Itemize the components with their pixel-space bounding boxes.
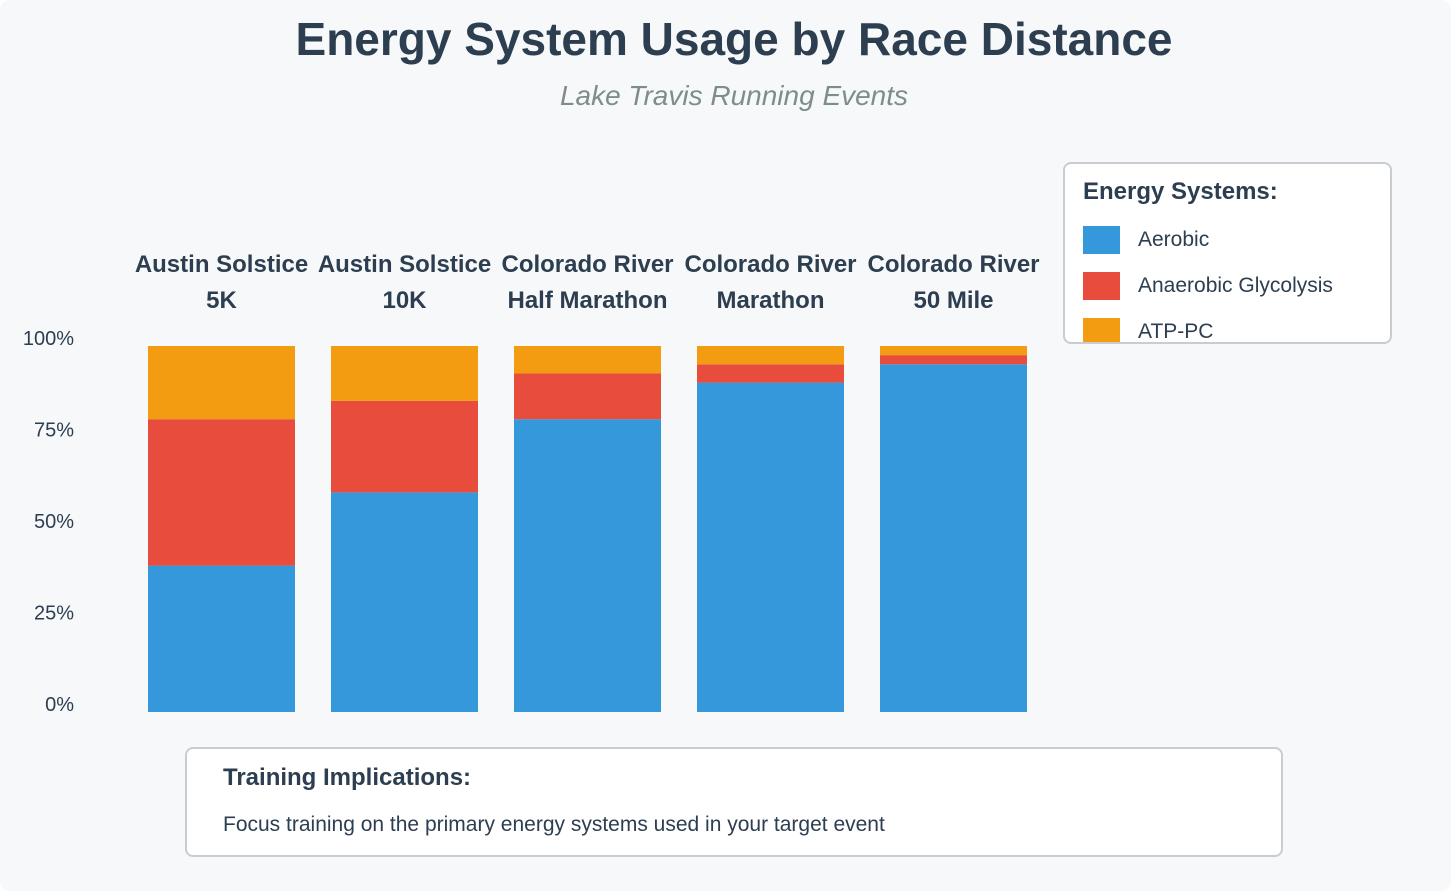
chart-title: Energy System Usage by Race Distance [295,13,1173,65]
category-label-austin-solstice-5k: Austin Solstice 5K [135,251,308,314]
bar-anaerobic-glycolysis-austin-solstice-10k [331,400,478,493]
notes-text: Focus training on the primary energy sys… [223,813,885,836]
category-label-colorado-river-marathon: Colorado River Marathon [684,251,856,314]
bar-anaerobic-glycolysis-colorado-river-half-marathon [514,373,661,420]
legend-label-aerobic: Aerobic [1138,228,1210,251]
bar-aerobic-austin-solstice-10k [331,492,478,712]
bar-aerobic-colorado-river-50-mile [880,364,1027,712]
legend-label-atp-pc: ATP-PC [1138,320,1214,343]
category-label-colorado-river-50-mile: Colorado River 50 Mile [867,251,1039,314]
y-tick-label-0: 0% [45,694,74,716]
bar-anaerobic-glycolysis-colorado-river-marathon [697,364,844,383]
y-tick-label-25: 25% [34,603,74,625]
y-tick-label-75: 75% [34,420,74,442]
legend-swatch-anaerobic-glycolysis [1083,272,1120,300]
bar-atp-pc-colorado-river-marathon [697,346,844,365]
legend-title: Energy Systems: [1083,178,1278,205]
bar-anaerobic-glycolysis-colorado-river-50-mile [880,355,1027,365]
legend-swatch-atp-pc [1083,318,1120,342]
bar-atp-pc-colorado-river-half-marathon [514,346,661,374]
category-label-colorado-river-half-marathon: Colorado River Half Marathon [501,251,673,314]
bar-atp-pc-austin-solstice-10k [331,346,478,401]
legend-swatch-aerobic [1083,226,1120,254]
legend-label-anaerobic-glycolysis: Anaerobic Glycolysis [1138,274,1333,297]
bar-aerobic-austin-solstice-5k [148,565,295,712]
bar-anaerobic-glycolysis-austin-solstice-5k [148,419,295,566]
training-implications-box: Training Implications: Focus training on… [185,747,1283,857]
y-tick-label-50: 50% [34,511,74,533]
chart-subtitle: Lake Travis Running Events [559,80,909,111]
legend: Energy Systems: Aerobic Anaerobic Glycol… [1063,162,1392,344]
y-tick-label-100: 100% [23,328,74,350]
notes-title: Training Implications: [223,764,472,791]
bar-aerobic-colorado-river-half-marathon [514,419,661,712]
category-label-austin-solstice-10k: Austin Solstice 10K [318,251,491,314]
bar-atp-pc-colorado-river-50-mile [880,346,1027,356]
bar-atp-pc-austin-solstice-5k [148,346,295,420]
bar-aerobic-colorado-river-marathon [697,382,844,712]
